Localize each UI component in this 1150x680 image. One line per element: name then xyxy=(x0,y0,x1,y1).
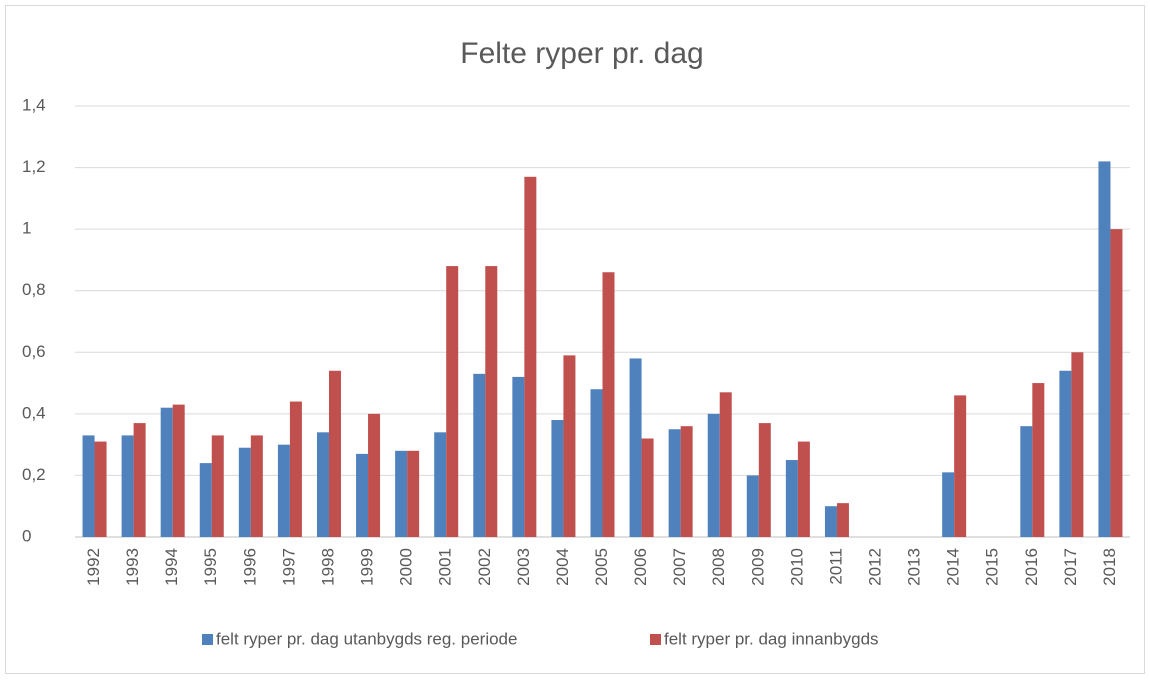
legend-label: felt ryper pr. dag innanbygds xyxy=(664,629,879,648)
y-tick-label: 1,2 xyxy=(22,157,46,176)
bar xyxy=(524,176,537,538)
chart-border xyxy=(5,5,1145,674)
bar xyxy=(1098,161,1111,537)
bar xyxy=(289,401,302,537)
bar xyxy=(1059,370,1072,537)
bar xyxy=(1071,352,1084,537)
bar xyxy=(954,395,967,537)
bar xyxy=(82,435,95,537)
y-tick-label: 0,8 xyxy=(22,280,46,299)
y-tick-label: 0,2 xyxy=(22,465,46,484)
legend-swatch xyxy=(650,634,661,645)
bar xyxy=(746,475,759,537)
x-tick-label: 1993 xyxy=(123,548,142,586)
y-tick-label: 1 xyxy=(22,219,31,238)
bar xyxy=(368,413,381,537)
bar xyxy=(942,472,955,537)
bar xyxy=(836,503,849,537)
x-tick-label: 2007 xyxy=(670,548,689,586)
bar xyxy=(395,450,408,537)
x-tick-label: 2018 xyxy=(1100,548,1119,586)
x-tick-label: 2009 xyxy=(748,548,767,586)
bar xyxy=(407,450,420,537)
y-tick-label: 0,6 xyxy=(22,342,46,361)
bar xyxy=(328,370,341,537)
bar xyxy=(473,373,486,537)
x-tick-label: 2013 xyxy=(905,548,924,586)
x-tick-label: 1999 xyxy=(358,548,377,586)
y-tick-label: 0 xyxy=(22,526,31,545)
bar xyxy=(590,389,603,537)
bar xyxy=(1110,229,1123,537)
bar xyxy=(316,432,329,537)
bar xyxy=(641,438,654,537)
bar xyxy=(485,266,498,537)
bar xyxy=(602,272,615,537)
y-tick-label: 0,4 xyxy=(22,403,46,422)
bar xyxy=(629,358,642,537)
bar xyxy=(758,423,771,537)
bar xyxy=(277,444,290,537)
bar xyxy=(680,426,693,537)
chart-title: Felte ryper pr. dag xyxy=(460,37,703,70)
legend-swatch xyxy=(202,634,213,645)
bar xyxy=(199,463,212,537)
bar xyxy=(668,429,681,537)
x-tick-label: 2012 xyxy=(866,548,885,586)
x-tick-label: 1997 xyxy=(279,548,298,586)
bar xyxy=(707,413,720,537)
bar xyxy=(797,441,810,537)
bar xyxy=(434,432,447,537)
x-tick-label: 1998 xyxy=(318,548,337,586)
x-tick-label: 2010 xyxy=(787,548,806,586)
bar xyxy=(250,435,263,537)
bar xyxy=(824,506,837,537)
y-tick-label: 1,4 xyxy=(22,95,46,114)
bar xyxy=(94,441,107,537)
bar xyxy=(446,266,459,537)
x-tick-label: 2017 xyxy=(1061,548,1080,586)
legend-label: felt ryper pr. dag utanbygds reg. period… xyxy=(216,629,517,648)
x-tick-label: 2016 xyxy=(1022,548,1041,586)
bar xyxy=(563,355,576,537)
bar xyxy=(238,447,251,537)
bar xyxy=(512,376,525,537)
bar xyxy=(785,460,798,537)
bar xyxy=(172,404,185,537)
x-tick-label: 2004 xyxy=(553,548,572,586)
bar xyxy=(121,435,134,537)
x-tick-label: 2001 xyxy=(436,548,455,586)
x-tick-label: 2002 xyxy=(475,548,494,586)
bar xyxy=(133,423,146,537)
x-tick-label: 1992 xyxy=(84,548,103,586)
x-tick-label: 2003 xyxy=(514,548,533,586)
bar xyxy=(356,453,369,537)
bar xyxy=(551,420,564,537)
x-tick-label: 2000 xyxy=(397,548,416,586)
x-tick-label: 2005 xyxy=(592,548,611,586)
x-tick-label: 2015 xyxy=(983,548,1002,586)
bar xyxy=(1020,426,1033,537)
bar xyxy=(160,407,173,537)
bar xyxy=(1032,383,1045,537)
x-tick-label: 1996 xyxy=(240,548,259,586)
x-tick-label: 2008 xyxy=(709,548,728,586)
x-tick-label: 2011 xyxy=(826,548,845,585)
x-tick-label: 1995 xyxy=(201,548,220,586)
bar xyxy=(719,392,732,537)
x-tick-label: 2006 xyxy=(631,548,650,586)
x-tick-label: 2014 xyxy=(944,548,963,586)
bar xyxy=(211,435,224,537)
x-tick-label: 1994 xyxy=(162,548,181,586)
